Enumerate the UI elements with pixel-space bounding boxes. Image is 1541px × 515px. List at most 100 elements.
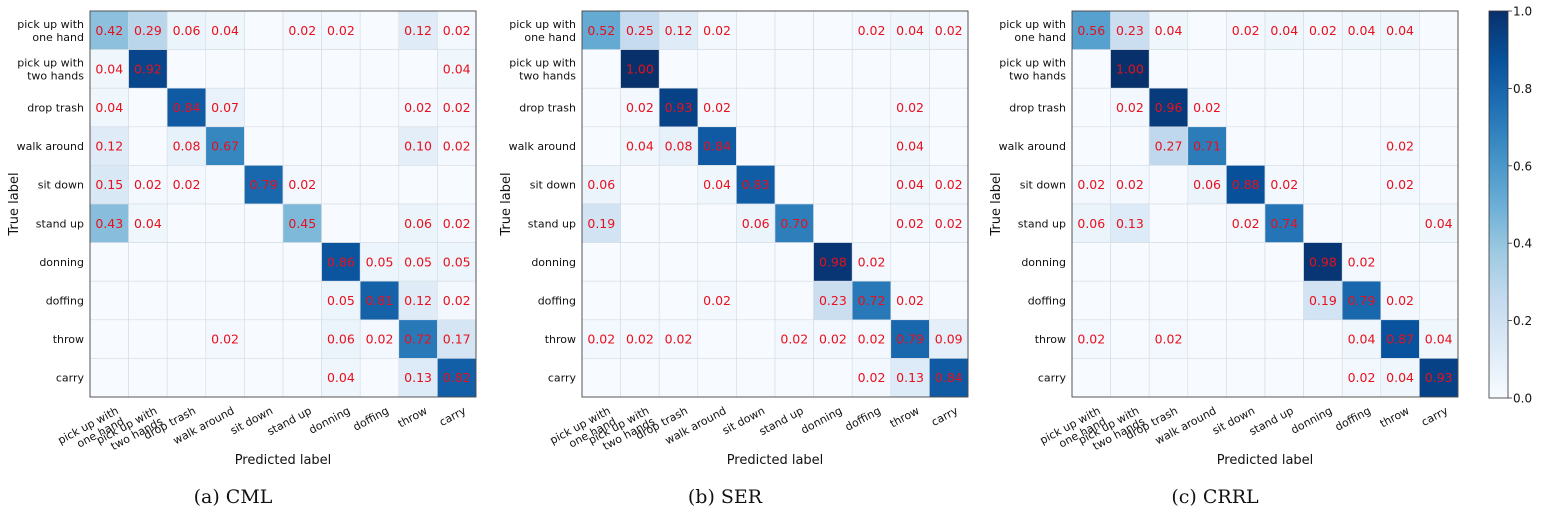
cell-value-label: 0.02 bbox=[665, 332, 693, 347]
heatmap-cell bbox=[1264, 319, 1304, 359]
cell-value-label: 0.04 bbox=[703, 177, 731, 192]
cell-value-label: 0.04 bbox=[896, 23, 924, 38]
heatmap-cell bbox=[929, 126, 969, 166]
heatmap-cell bbox=[1071, 203, 1111, 243]
heatmap-cell bbox=[581, 242, 621, 282]
y-tick-label: carry bbox=[1038, 372, 1067, 385]
cell-value-label: 0.04 bbox=[1386, 370, 1414, 385]
cell-value-label: 0.87 bbox=[1386, 332, 1414, 347]
cell-value-label: 0.02 bbox=[1193, 100, 1221, 115]
cell-value-label: 0.23 bbox=[819, 293, 847, 308]
cell-value-label: 0.02 bbox=[1077, 332, 1105, 347]
cell-value-label: 0.02 bbox=[858, 370, 886, 385]
heatmap-cell bbox=[620, 87, 660, 128]
heatmap-cell bbox=[1148, 203, 1189, 243]
cell-value-label: 0.13 bbox=[1116, 216, 1144, 231]
cell-value-label: 0.04 bbox=[134, 216, 162, 231]
heatmap-cell bbox=[1110, 319, 1150, 359]
cell-value-label: 1.00 bbox=[1116, 61, 1144, 76]
heatmap-cell bbox=[1187, 165, 1227, 205]
x-tick-label: doffing bbox=[843, 404, 883, 433]
cell-value-label: 0.19 bbox=[587, 216, 615, 231]
heatmap-cell bbox=[813, 165, 853, 205]
colorbar-tick-label: 1.0 bbox=[1513, 5, 1532, 19]
cell-value-label: 0.02 bbox=[404, 100, 432, 115]
cell-value-label: 0.02 bbox=[626, 332, 654, 347]
cell-value-label: 0.04 bbox=[443, 61, 471, 76]
heatmap-cell bbox=[813, 358, 853, 398]
heatmap-cell bbox=[1419, 87, 1459, 128]
cell-value-label: 0.86 bbox=[327, 254, 355, 269]
x-tick-label: throw bbox=[1378, 404, 1412, 430]
heatmap-cell bbox=[166, 319, 207, 359]
cell-value-label: 0.04 bbox=[327, 370, 355, 385]
heatmap-cell bbox=[1187, 203, 1227, 243]
heatmap-cell bbox=[813, 280, 853, 321]
cell-value-label: 0.71 bbox=[1193, 139, 1221, 154]
heatmap-cell bbox=[1341, 126, 1382, 166]
heatmap-cell bbox=[282, 280, 322, 321]
heatmap-cell bbox=[321, 126, 361, 166]
heatmap-cell bbox=[1419, 280, 1459, 321]
heatmap-cell bbox=[1110, 87, 1150, 128]
x-axis-title: Predicted label bbox=[235, 453, 332, 468]
cell-value-label: 0.02 bbox=[780, 332, 808, 347]
cell-value-label: 0.04 bbox=[1425, 216, 1453, 231]
heatmap-cell bbox=[581, 49, 621, 89]
heatmap-cell bbox=[205, 242, 245, 282]
heatmap-cell bbox=[1110, 280, 1150, 321]
heatmap-cell bbox=[851, 49, 892, 89]
cell-value-label: 0.98 bbox=[819, 254, 847, 269]
heatmap-cell bbox=[166, 49, 207, 89]
heatmap-cell bbox=[581, 203, 621, 243]
y-tick-label: drop trash bbox=[1009, 102, 1066, 115]
heatmap-cell bbox=[244, 242, 284, 282]
heatmap-cell bbox=[1419, 165, 1459, 205]
heatmap-cell bbox=[1071, 126, 1111, 166]
heatmap-cell bbox=[205, 87, 245, 128]
heatmap-cell bbox=[166, 126, 207, 166]
subfigure-caption: (c) CRRL bbox=[1171, 486, 1259, 508]
cell-value-label: 0.02 bbox=[703, 23, 731, 38]
cell-value-label: 0.06 bbox=[173, 23, 201, 38]
y-tick-label: donning bbox=[1021, 256, 1066, 269]
heatmap-cell bbox=[437, 87, 477, 128]
cell-value-label: 0.96 bbox=[1155, 100, 1183, 115]
cell-value-label: 0.45 bbox=[288, 216, 316, 231]
heatmap-cell bbox=[658, 319, 699, 359]
heatmap-cell bbox=[813, 49, 853, 89]
heatmap-cell bbox=[658, 242, 699, 282]
colorbar-tick-label: 0.0 bbox=[1513, 392, 1532, 406]
y-tick-label: throw bbox=[53, 333, 84, 346]
heatmap-cell bbox=[658, 10, 699, 50]
heatmap-cell bbox=[697, 358, 737, 398]
plot-frame bbox=[581, 10, 969, 398]
cell-value-label: 0.02 bbox=[1386, 293, 1414, 308]
heatmap-cell bbox=[359, 358, 400, 398]
cell-value-label: 0.06 bbox=[1193, 177, 1221, 192]
heatmap-cell bbox=[128, 358, 168, 398]
heatmap-cell bbox=[1341, 280, 1382, 321]
x-tick-label: carry bbox=[1419, 404, 1450, 429]
heatmap-cell bbox=[359, 165, 400, 205]
heatmap-cell bbox=[658, 49, 699, 89]
cell-value-label: 0.02 bbox=[1270, 177, 1298, 192]
heatmap-cell bbox=[1187, 242, 1227, 282]
heatmap-cell bbox=[813, 10, 853, 50]
cell-value-label: 0.02 bbox=[1077, 177, 1105, 192]
heatmap-cell bbox=[658, 358, 699, 398]
heatmap-cell bbox=[359, 126, 400, 166]
heatmap-cell bbox=[890, 165, 930, 205]
heatmap-cell bbox=[890, 203, 930, 243]
cell-value-label: 0.23 bbox=[1116, 23, 1144, 38]
heatmap-cell bbox=[1419, 10, 1459, 50]
heatmap-cell bbox=[851, 242, 892, 282]
heatmap-cell bbox=[205, 126, 245, 166]
heatmap-cell bbox=[890, 49, 930, 89]
heatmap-cell bbox=[282, 49, 322, 89]
heatmap-cell bbox=[359, 280, 400, 321]
heatmap-cell bbox=[1419, 126, 1459, 166]
heatmap-cell bbox=[774, 87, 814, 128]
heatmap-cell bbox=[321, 203, 361, 243]
heatmap-cell bbox=[851, 165, 892, 205]
